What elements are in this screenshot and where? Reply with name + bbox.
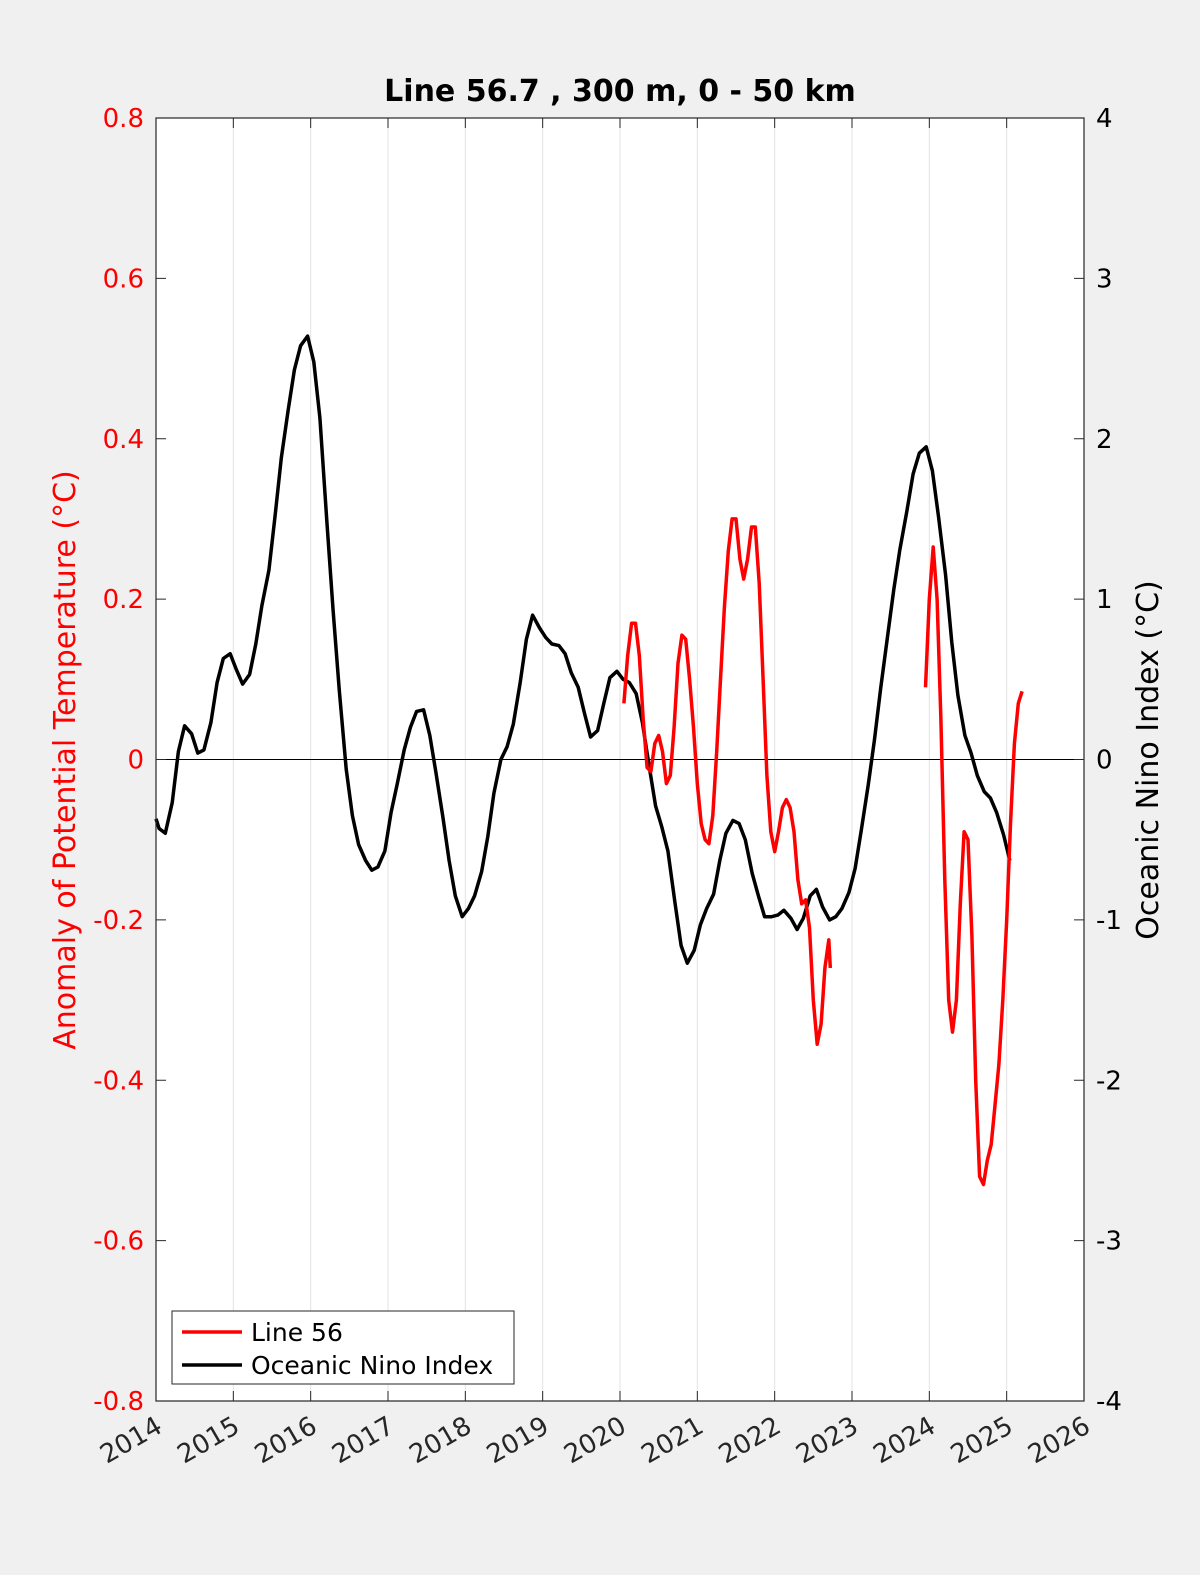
left-tick-label: -0.8: [93, 1387, 144, 1417]
x-tick-label: 2023: [791, 1411, 863, 1470]
series-layer: [154, 334, 1024, 1187]
right-axis-label: Oceanic Nino Index (°C): [1131, 580, 1166, 940]
x-tick-label: 2014: [95, 1411, 167, 1470]
x-tick-label: 2018: [405, 1411, 477, 1470]
chart-title: Line 56.7 , 300 m, 0 - 50 km: [384, 74, 856, 109]
right-tick-label: -2: [1096, 1066, 1122, 1096]
x-tick-label: 2015: [173, 1411, 245, 1470]
x-tick-label: 2026: [1023, 1411, 1095, 1470]
x-tick-label: 2020: [559, 1411, 631, 1470]
x-tick-label: 2019: [482, 1411, 554, 1470]
x-tick-label: 2016: [250, 1411, 322, 1470]
right-axis: 4 3 2 1 0 -1 -2 -3 -4: [1074, 104, 1122, 1417]
series-oceanic-nino-index: [154, 334, 1012, 965]
legend-label-line56: Line 56: [251, 1318, 343, 1347]
legend-box: [171, 1310, 515, 1385]
right-tick-label: 0: [1096, 746, 1113, 776]
x-tick-label: 2021: [637, 1411, 709, 1470]
legend: Line 56 Oceanic Nino Index: [171, 1310, 515, 1385]
left-tick-label: -0.4: [93, 1066, 144, 1096]
right-tick-label: -4: [1096, 1387, 1122, 1417]
series-line56-segment-1: [622, 517, 833, 1046]
x-tick-label: 2022: [714, 1411, 786, 1470]
left-tick-label: 0.8: [103, 104, 144, 134]
right-tick-label: -3: [1096, 1227, 1122, 1257]
right-tick-label: 1: [1096, 585, 1113, 615]
left-tick-label: 0.6: [103, 264, 144, 294]
left-axis: 0.8 0.6 0.4 0.2 0 -0.2 -0.4 -0.6 -0.8: [93, 104, 166, 1417]
right-tick-label: 4: [1096, 104, 1113, 134]
left-tick-label: -0.6: [93, 1227, 144, 1257]
x-tick-label: 2024: [869, 1411, 941, 1470]
right-tick-label: -1: [1096, 906, 1122, 936]
left-tick-label: -0.2: [93, 906, 144, 936]
left-tick-label: 0.2: [103, 585, 144, 615]
right-tick-label: 2: [1096, 425, 1113, 455]
x-tick-label: 2025: [946, 1411, 1018, 1470]
legend-label-oni: Oceanic Nino Index: [251, 1351, 493, 1380]
series-line56-segment-2: [923, 545, 1024, 1187]
left-tick-label: 0: [127, 746, 144, 776]
x-tick-label: 2017: [327, 1411, 399, 1470]
left-axis-label: Anomaly of Potential Temperature (°C): [48, 470, 83, 1049]
right-tick-label: 3: [1096, 264, 1113, 294]
left-tick-label: 0.4: [103, 425, 144, 455]
